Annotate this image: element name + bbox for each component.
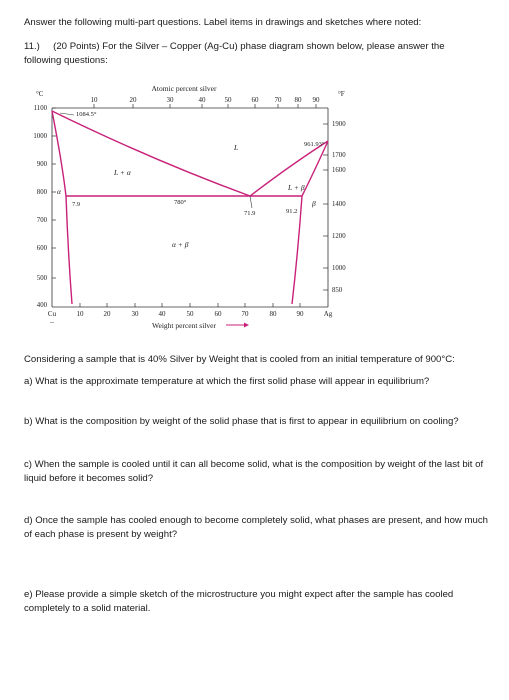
part-b: b) What is the composition by weight of … — [24, 416, 459, 427]
beta-solvus — [291, 140, 329, 305]
cu-melting-leader — [59, 112, 75, 116]
top-tick: 40 — [199, 96, 207, 104]
celsius-tick: 1000 — [33, 133, 47, 140]
bottom-left-sub: -- — [50, 320, 54, 326]
celsius-unit: °C — [36, 90, 44, 98]
intro-text: Answer the following multi-part question… — [24, 17, 422, 28]
top-tick: 90 — [313, 96, 321, 104]
alpha-limit-label: 7.9 — [72, 201, 80, 208]
question-line-2: following questions: — [24, 55, 108, 66]
fahrenheit-unit: °F — [338, 90, 345, 98]
part-a: a) What is the approximate temperature a… — [24, 376, 430, 387]
fahrenheit-ticks: 1900 1700 1600 1400 1200 1000 850 — [323, 121, 346, 294]
ag-melting-label: 961.93° — [304, 141, 325, 148]
fahrenheit-tick: 850 — [332, 287, 343, 294]
bottom-ticks: Cu -- 10 20 30 40 50 60 70 80 90 Ag — [48, 303, 333, 326]
top-tick: 60 — [252, 96, 260, 104]
top-tick: 10 — [91, 96, 99, 104]
question-points: (20 Points) — [53, 41, 100, 52]
liquidus-ag-side — [249, 140, 329, 197]
part-d: d) Once the sample has cooled enough to … — [24, 515, 488, 540]
celsius-tick: 900 — [37, 161, 48, 168]
part-e: e) Please provide a simple sketch of the… — [24, 589, 454, 614]
bottom-left-label: Cu — [48, 310, 57, 318]
bottom-tick: 70 — [242, 310, 250, 318]
fahrenheit-tick: 1600 — [332, 167, 346, 174]
top-tick: 20 — [130, 96, 138, 104]
celsius-tick: 400 — [37, 302, 48, 309]
bottom-axis-arrow — [226, 322, 249, 328]
eutectic-comp-label: 71.9 — [244, 210, 255, 217]
part-c: c) When the sample is cooled until it ca… — [24, 459, 484, 484]
liquid-region: L — [233, 143, 238, 152]
phase-regions: L L + α L + β α β α + β — [57, 143, 316, 249]
question-line-1: 11.) (20 Points) For the Silver – Copper… — [24, 40, 445, 54]
top-axis-label: Atomic percent silver — [152, 84, 217, 93]
top-tick: 80 — [295, 96, 303, 104]
bottom-axis-label: Weight percent silver — [152, 321, 216, 330]
fahrenheit-tick: 1200 — [332, 233, 346, 240]
bottom-right-label: Ag — [324, 310, 333, 318]
celsius-tick: 700 — [37, 217, 48, 224]
fahrenheit-tick: 1400 — [332, 201, 346, 208]
fahrenheit-tick: 1000 — [332, 265, 346, 272]
celsius-ticks: 1100 1000 900 800 700 600 500 400 — [33, 105, 56, 309]
celsius-tick: 1100 — [34, 105, 48, 112]
beta-region: β — [311, 199, 316, 208]
fahrenheit-tick: 1700 — [332, 152, 346, 159]
bottom-tick: 50 — [187, 310, 195, 318]
question-text: For the Silver – Copper (Ag-Cu) phase di… — [102, 41, 445, 52]
prompt-text: Considering a sample that is 40% Silver … — [24, 354, 455, 365]
alpha-solvus — [51, 110, 73, 305]
bottom-tick: 30 — [132, 310, 140, 318]
alpha-region: α — [57, 187, 62, 196]
liquidus-cu-side — [51, 110, 251, 197]
bottom-tick: 90 — [297, 310, 305, 318]
question-number: 11.) — [24, 41, 40, 52]
top-tick: 30 — [167, 96, 175, 104]
l-alpha-region: L + α — [113, 168, 132, 177]
alpha-beta-region: α + β — [172, 240, 189, 249]
fahrenheit-tick: 1900 — [332, 121, 346, 128]
bottom-tick: 20 — [104, 310, 112, 318]
bottom-tick: 60 — [215, 310, 223, 318]
celsius-tick: 800 — [37, 189, 48, 196]
eutectic-temp-label: 780° — [174, 199, 187, 206]
celsius-tick: 500 — [37, 275, 48, 282]
cu-melting-label: 1084.5° — [76, 111, 97, 118]
eutectic-comp-leader — [249, 195, 253, 209]
top-ticks: 10 20 30 40 50 60 70 80 90 — [91, 96, 321, 108]
phase-diagram: Atomic percent silver °C °F 10 20 30 40 … — [33, 84, 346, 330]
phase-curves — [51, 110, 329, 305]
celsius-tick: 600 — [37, 245, 48, 252]
bottom-tick: 40 — [159, 310, 167, 318]
bottom-tick: 80 — [270, 310, 278, 318]
top-tick: 50 — [225, 96, 233, 104]
beta-limit-label: 91.2 — [286, 208, 297, 215]
bottom-tick: 10 — [77, 310, 85, 318]
top-tick: 70 — [275, 96, 283, 104]
l-beta-region: L + β — [287, 183, 305, 192]
